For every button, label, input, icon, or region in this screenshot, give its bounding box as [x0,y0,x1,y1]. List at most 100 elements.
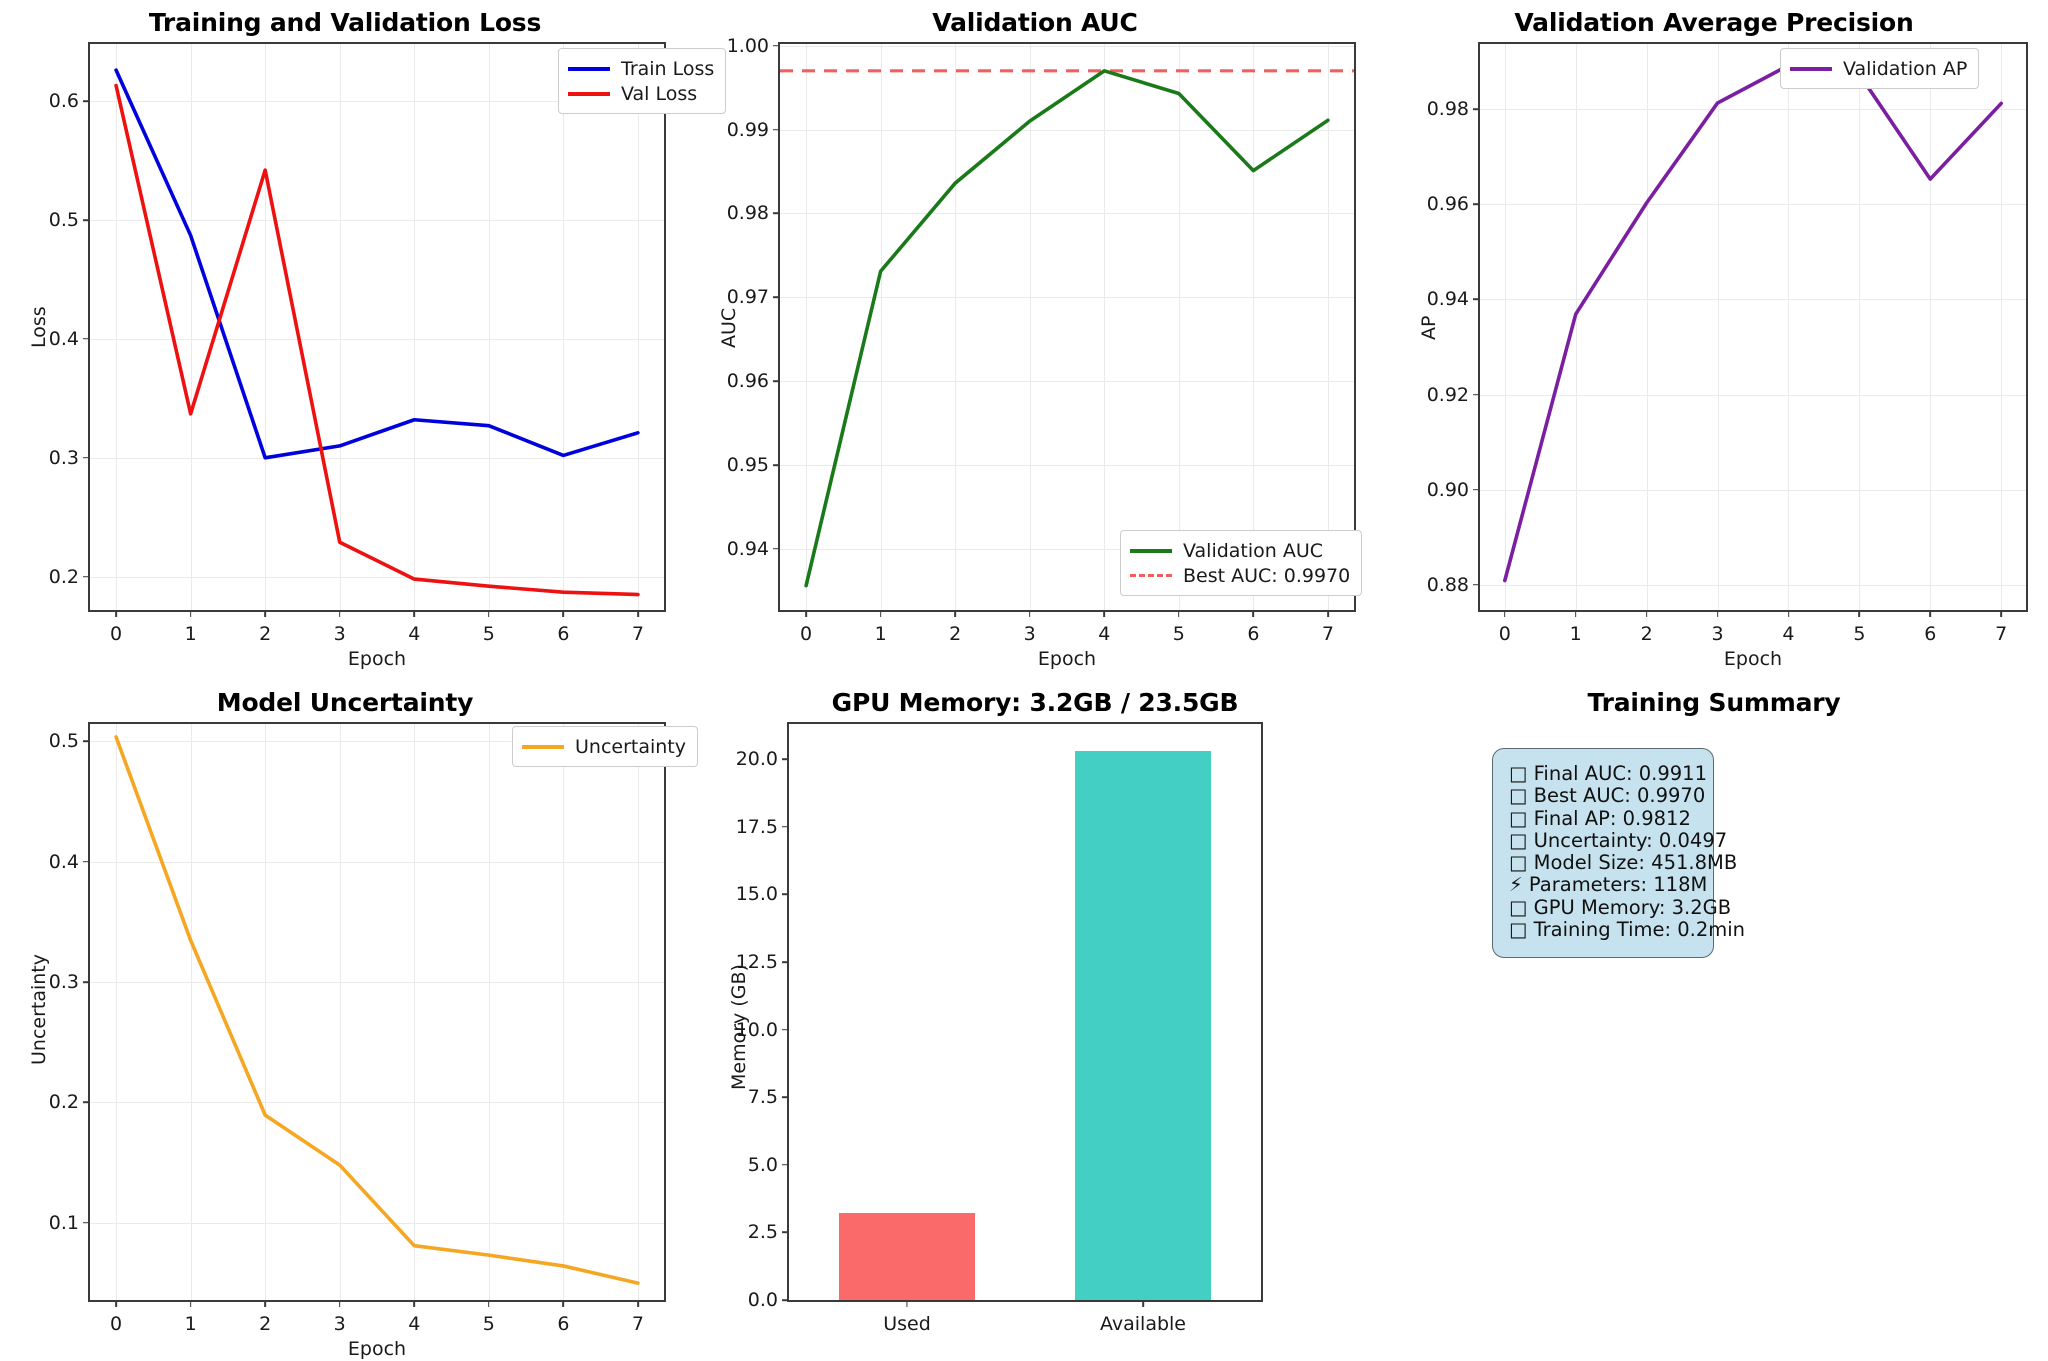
legend-swatch-best-auc [1130,574,1172,577]
legend-item: Train Loss [568,56,714,81]
legend: Validation AUC Best AUC: 0.9970 [1120,530,1363,596]
gridline-vertical [563,44,565,610]
y-axis-tick: 0.99 [727,119,780,141]
series-canvas [114,735,640,1285]
gridline-vertical [1104,44,1106,610]
y-axis-tick: 10.0 [736,1019,789,1041]
plot-inner [1480,44,2026,610]
legend-item: Validation AP [1790,56,1967,81]
gridline-vertical [1575,44,1577,610]
x-axis-category-label: Used [883,1300,931,1335]
x-axis-tick: 3 [1711,610,1723,645]
gridline-horizontal [1480,109,2026,111]
y-axis-tick: 0.90 [1427,479,1480,501]
gridline-vertical [339,44,341,610]
legend-item: Best AUC: 0.9970 [1130,563,1350,588]
gridline-vertical [637,724,639,1300]
x-axis-tick: 4 [408,1300,420,1335]
gridline-vertical [1178,44,1180,610]
x-axis-tick: 4 [408,610,420,645]
y-axis-label: Uncertainty [28,953,50,1065]
gridline-vertical [2001,44,2003,610]
panel-gpu-memory: GPU Memory: 3.2GB / 23.5GB 0.0 2.5 5.0 7.5 1… [690,680,1380,1361]
gridline-vertical [1327,44,1329,610]
x-axis-label: Epoch [347,648,407,670]
x-axis-tick: 6 [1924,610,1936,645]
legend-item: Uncertainty [522,734,686,759]
gridline-horizontal [90,741,664,743]
x-axis-tick: 5 [483,610,495,645]
y-axis-tick: 2.5 [748,1221,789,1243]
y-axis-tick: 0.98 [1427,98,1480,120]
y-axis-tick: 0.3 [49,971,90,993]
gridline-vertical [806,44,808,610]
summary-line: □ Model Size: 451.8MB [1509,851,1738,875]
y-axis-tick: 7.5 [748,1086,789,1108]
x-axis-category-label: Available [1100,1300,1186,1335]
plot-inner [90,724,664,1300]
panel-title: Training Summary [1587,688,1841,717]
x-axis-tick: 4 [1782,610,1794,645]
panel-validation-auc: Validation AUC 0.94 0.95 0.96 0.97 0.98 0.99 1… [690,0,1380,670]
plot-area: 0.0 2.5 5.0 7.5 10.0 12.5 15.0 17.5 20.0 Used Avai… [736,722,1263,1335]
y-axis-tick: 17.5 [736,816,789,838]
x-axis-tick: 0 [110,610,122,645]
y-axis-tick: 0.1 [49,1212,90,1234]
panel-model-uncertainty: Model Uncertainty 0.1 0.2 0.3 0.4 0.5 0 1 2 3 4 5 6… [0,680,699,1361]
legend-item: Val Loss [568,81,714,106]
plot-area: 0.1 0.2 0.3 0.4 0.5 0 1 2 3 4 5 6 7 [49,722,666,1335]
legend-swatch-validation-ap [1790,66,1832,71]
y-axis-tick: 1.00 [727,35,780,57]
series-line [114,735,640,1285]
summary-line: □ Training Time: 0.2min [1509,918,1746,942]
y-axis-tick: 0.94 [727,538,780,560]
gridline-vertical [1859,44,1861,610]
y-axis-tick: 0.4 [49,328,90,350]
plot-inner [780,44,1354,610]
gridline-horizontal [90,861,664,863]
plot-inner [789,724,1261,1300]
gridline-horizontal [90,101,664,103]
gridline-horizontal [1480,394,2026,396]
legend: Train Loss Val Loss [558,48,727,114]
x-axis-tick: 7 [632,1300,644,1335]
gridline-vertical [1930,44,1932,610]
summary-line: □ Best AUC: 0.9970 [1509,784,1706,808]
y-axis-tick: 0.95 [727,454,780,476]
series-line [114,68,640,460]
gridline-vertical [563,724,565,1300]
panel-title: Model Uncertainty [216,688,474,717]
y-axis-tick: 0.97 [727,286,780,308]
x-axis-tick: 1 [1570,610,1582,645]
x-axis-tick: 0 [1499,610,1511,645]
panel-title: Training and Validation Loss [148,8,542,37]
x-axis-tick: 3 [334,610,346,645]
y-axis-tick: 0.94 [1427,288,1480,310]
gridline-horizontal [90,576,664,578]
x-axis-tick: 6 [1247,610,1259,645]
y-axis-tick: 0.3 [49,447,90,469]
legend-swatch-uncertainty [522,744,564,749]
gridline-vertical [637,44,639,610]
x-axis-tick: 2 [949,610,961,645]
gridline-horizontal [780,129,1354,131]
series-line [114,83,640,597]
gridline-horizontal [90,1222,664,1224]
y-axis-tick: 15.0 [736,883,789,905]
x-axis-tick: 0 [800,610,812,645]
series-canvas [114,68,640,597]
gridline-vertical [414,724,416,1300]
plot-inner [90,44,664,610]
x-axis-tick: 1 [185,610,197,645]
gridline-horizontal [1480,204,2026,206]
x-axis-tick: 2 [1641,610,1653,645]
x-axis-tick: 5 [1173,610,1185,645]
x-axis-tick: 7 [1322,610,1334,645]
y-axis-tick: 0.2 [49,566,90,588]
legend-swatch-validation-auc [1130,548,1172,553]
summary-line: □ Final AP: 0.9812 [1509,806,1691,830]
series-canvas [1503,63,2003,583]
panel-title: Validation Average Precision [1514,8,1914,37]
x-axis-tick: 5 [1853,610,1865,645]
